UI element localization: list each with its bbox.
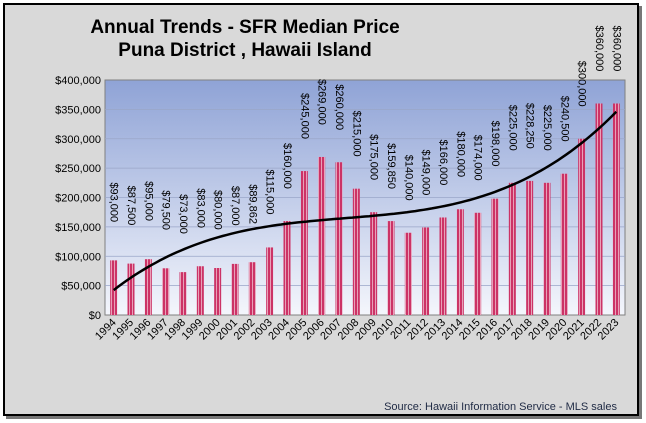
data-label: $160,000 (281, 143, 293, 189)
data-label: $166,000 (437, 139, 449, 185)
bar (474, 212, 482, 315)
bar (526, 180, 534, 315)
bar (248, 262, 256, 315)
bar (352, 188, 360, 315)
data-label: $95,000 (142, 181, 154, 221)
data-label: $87,500 (125, 186, 137, 226)
y-tick-label: $0 (89, 310, 101, 322)
data-label: $228,250 (524, 103, 536, 149)
data-label: $89,862 (246, 184, 258, 224)
data-label: $115,000 (264, 169, 276, 214)
x-axis-ticks: 1994199519961997199819992000200120022003… (93, 317, 621, 343)
data-label: $79,500 (160, 190, 172, 230)
bar (612, 103, 620, 315)
bar (300, 171, 308, 315)
bar (283, 221, 291, 315)
bar (144, 259, 152, 315)
data-label: $83,000 (194, 188, 206, 228)
bar (162, 268, 170, 315)
bar (231, 263, 239, 315)
data-label: $215,000 (350, 111, 362, 157)
bar (196, 266, 204, 315)
y-tick-label: $250,000 (55, 163, 101, 175)
bar (127, 263, 135, 315)
bar (110, 260, 118, 315)
bar (595, 103, 603, 315)
chart-title-line1: Annual Trends - SFR Median Price (90, 17, 400, 38)
bar (404, 232, 412, 315)
data-label: $93,000 (108, 182, 120, 222)
data-label: $87,000 (229, 186, 241, 226)
source-note: Source: Hawaii Information Service - MLS… (384, 401, 617, 413)
data-label: $260,000 (333, 84, 345, 130)
bar (422, 227, 430, 315)
bar (318, 156, 326, 315)
bar (560, 173, 568, 315)
x-tick-label: 2023 (596, 317, 622, 343)
data-label: $225,000 (506, 105, 518, 151)
bar (439, 217, 447, 315)
data-label: $149,000 (420, 149, 432, 195)
y-tick-label: $400,000 (55, 75, 101, 87)
data-label: $73,000 (177, 194, 189, 234)
data-label: $360,000 (610, 26, 622, 72)
data-label: $269,000 (316, 79, 328, 125)
chart-title: Annual Trends - SFR Median Price Puna Di… (65, 16, 425, 62)
data-label: $300,000 (576, 61, 588, 107)
bars (110, 103, 620, 315)
y-tick-label: $150,000 (55, 222, 101, 234)
bar (543, 182, 551, 315)
bar (508, 182, 516, 315)
chart-title-line2: Puna District , Hawaii Island (118, 40, 372, 61)
bar (335, 162, 343, 315)
data-label: $140,000 (402, 155, 414, 201)
data-label: $80,000 (212, 190, 224, 230)
data-label: $360,000 (593, 26, 605, 72)
y-tick-label: $300,000 (55, 134, 101, 146)
y-tick-label: $200,000 (55, 193, 101, 205)
y-tick-label: $350,000 (55, 104, 101, 116)
data-label: $240,500 (558, 96, 570, 142)
bar (370, 212, 378, 315)
data-label: $225,000 (541, 105, 553, 151)
bar (179, 272, 187, 315)
bar (266, 247, 274, 315)
bar (491, 198, 499, 315)
data-label: $180,000 (454, 131, 466, 177)
gridlines (105, 108, 625, 287)
bar (578, 138, 586, 315)
data-label: $198,000 (489, 121, 501, 167)
trend-line (112, 110, 618, 292)
data-label: $174,000 (472, 135, 484, 181)
bar (214, 268, 222, 315)
data-label: $245,000 (298, 93, 310, 139)
data-label: $175,000 (368, 134, 380, 180)
data-label: $159,850 (385, 143, 397, 189)
y-axis-ticks: $0 $50,000 $100,000 $150,000 $200,000 $250,00… (55, 75, 101, 322)
y-tick-label: $100,000 (55, 251, 101, 263)
bar (456, 209, 464, 315)
data-labels: $93,000 $87,500 $95,000 $79,500 $73,000 $83,0… (108, 26, 623, 234)
bar (387, 221, 395, 315)
y-tick-label: $50,000 (61, 281, 101, 293)
